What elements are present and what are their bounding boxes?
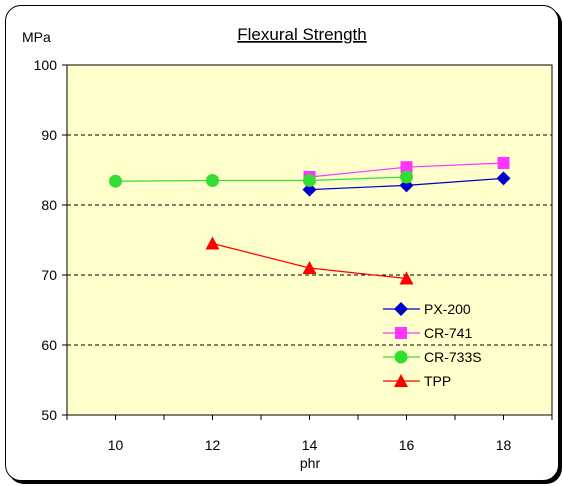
x-tick-label: 18 — [496, 437, 512, 453]
x-tick-label: 14 — [302, 437, 318, 453]
x-tick-label: 16 — [399, 437, 415, 453]
legend-marker-px-200 — [394, 302, 408, 316]
legend-item-cr-741: CR-741 — [383, 325, 472, 341]
series-cr-733s — [109, 170, 413, 188]
series-tpp — [205, 236, 414, 285]
data-point-tpp — [399, 271, 414, 285]
legend-marker-tpp — [394, 374, 408, 387]
legend-label-px-200: PX-200 — [424, 301, 471, 317]
legend-label-cr-741: CR-741 — [424, 325, 472, 341]
y-axis-label: MPa — [22, 29, 51, 45]
data-point-px-200 — [496, 171, 511, 186]
plot-area — [66, 64, 553, 416]
legend-marker-cr-741 — [395, 327, 407, 339]
y-tick-label: 100 — [34, 57, 58, 73]
series-line-cr-733s — [115, 176, 407, 182]
data-point-px-200 — [302, 182, 317, 197]
series-group — [109, 157, 511, 285]
y-tick-label: 50 — [41, 407, 57, 423]
data-point-tpp — [302, 261, 317, 274]
data-point-cr-733s — [400, 170, 413, 184]
data-point-cr-741 — [497, 157, 510, 169]
y-tick-label: 90 — [41, 127, 57, 143]
legend-item-tpp: TPP — [383, 373, 451, 389]
data-point-cr-733s — [109, 174, 122, 188]
legend-label-tpp: TPP — [424, 373, 451, 389]
x-axis-label: phr — [300, 455, 321, 471]
legend-marker-cr-733s — [394, 350, 408, 364]
y-tick-label: 70 — [41, 267, 57, 283]
chart-title: Flexural Strength — [237, 25, 366, 44]
data-point-cr-733s — [303, 174, 316, 187]
x-tick-label: 10 — [108, 437, 124, 453]
series-cr-741 — [303, 157, 510, 183]
data-point-tpp — [205, 236, 220, 250]
legend: PX-200 CR-741 CR-733S TPP — [383, 301, 482, 389]
legend-label-cr-733s: CR-733S — [424, 349, 482, 365]
data-point-cr-733s — [206, 174, 219, 187]
legend-item-cr-733s: CR-733S — [383, 349, 482, 365]
gridlines — [62, 64, 553, 420]
data-point-cr-741 — [400, 161, 413, 174]
y-tick-label: 80 — [41, 197, 57, 213]
x-tick-label: 12 — [205, 437, 221, 453]
y-tick-label: 60 — [41, 337, 57, 353]
x-tick-labels: 10 12 14 16 18 — [108, 437, 512, 453]
legend-item-px-200: PX-200 — [383, 301, 471, 317]
y-tick-labels: 50 60 70 80 90 100 — [34, 57, 58, 423]
